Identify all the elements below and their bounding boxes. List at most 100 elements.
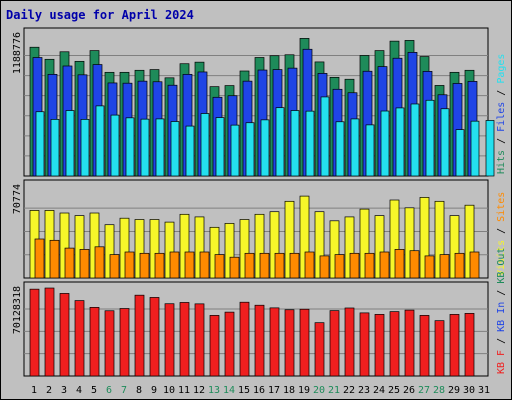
- bar-sites-day-2: [49, 239, 60, 279]
- x-tick-label-day-8: 8: [136, 385, 142, 396]
- bar-sites-day-27: [424, 255, 435, 279]
- x-tick-label-day-11: 11: [178, 385, 190, 396]
- bar-sites-day-3: [64, 247, 75, 279]
- x-tick-label-day-31: 31: [478, 385, 490, 396]
- bar-pages-day-4: [80, 119, 90, 177]
- bar-pages-day-26: [410, 103, 420, 177]
- bar-kb-f-day-9: [149, 297, 160, 377]
- legend-entry: /: [496, 222, 507, 240]
- bar-pages-day-9: [155, 118, 165, 177]
- bar-visits-day-29: [449, 215, 460, 279]
- bar-visits-day-11: [179, 213, 190, 279]
- bar-pages-day-29: [455, 129, 465, 177]
- bar-kb-f-day-12: [194, 303, 205, 377]
- bar-sites-day-28: [439, 254, 450, 279]
- bar-pages-day-13: [215, 117, 225, 177]
- bar-kb-f-day-24: [374, 314, 385, 377]
- x-tick-label-day-18: 18: [283, 385, 295, 396]
- bar-visits-day-30: [464, 204, 475, 279]
- bar-sites-day-22: [349, 252, 360, 279]
- x-tick-label-day-29: 29: [448, 385, 460, 396]
- bar-sites-day-7: [124, 251, 135, 279]
- bar-pages-day-2: [50, 119, 60, 177]
- bar-pages-day-1: [35, 111, 45, 177]
- bar-visits-day-8: [134, 219, 145, 279]
- bar-kb-f-day-27: [419, 315, 430, 377]
- x-tick-label-day-28: 28: [433, 385, 445, 396]
- bar-kb-f-day-30: [464, 313, 475, 377]
- bar-visits-day-19: [299, 195, 310, 279]
- bar-pages-day-7: [125, 117, 135, 177]
- bar-pages-day-30: [470, 120, 480, 177]
- x-tick-label-day-7: 7: [121, 385, 127, 396]
- bar-kb-f-day-22: [344, 307, 355, 377]
- bar-kb-f-day-11: [179, 302, 190, 377]
- legend-entry: KB Out: [496, 248, 507, 284]
- bar-kb-f-day-18: [284, 309, 295, 377]
- bar-kb-f-day-20: [314, 322, 325, 377]
- bar-pages-day-19: [305, 110, 315, 177]
- legend-entry: Pages: [496, 54, 507, 84]
- bar-kb-f-day-21: [329, 310, 340, 377]
- x-tick-label-day-15: 15: [238, 385, 250, 396]
- bar-sites-day-19: [304, 251, 315, 279]
- bar-sites-day-14: [229, 256, 240, 279]
- bar-visits-day-25: [389, 199, 400, 279]
- bar-kb-f-day-13: [209, 315, 220, 377]
- bar-visits-day-5: [89, 212, 100, 279]
- bar-kb-f-day-5: [89, 307, 100, 377]
- bar-sites-day-6: [109, 254, 120, 279]
- x-tick-label-day-5: 5: [91, 385, 97, 396]
- bar-sites-day-20: [319, 255, 330, 279]
- x-tick-label-day-1: 1: [31, 385, 37, 396]
- panel-2-legend: Visits / Sites: [496, 192, 507, 276]
- bar-sites-day-15: [244, 252, 255, 279]
- x-tick-label-day-17: 17: [268, 385, 280, 396]
- bar-visits-day-28: [434, 200, 445, 279]
- bar-kb-f-day-19: [299, 308, 310, 377]
- bar-visits-day-7: [119, 217, 130, 279]
- panel-1-legend: Hits / Files / Pages: [496, 54, 507, 174]
- bar-sites-day-5: [94, 246, 105, 279]
- bar-kb-f-day-6: [104, 310, 115, 377]
- bar-pages-day-8: [140, 118, 150, 177]
- x-tick-label-day-30: 30: [463, 385, 475, 396]
- x-tick-label-day-24: 24: [373, 385, 385, 396]
- bar-kb-f-day-4: [74, 300, 85, 377]
- bar-sites-day-4: [79, 249, 90, 279]
- bar-sites-day-18: [289, 252, 300, 279]
- bar-sites-day-29: [454, 252, 465, 279]
- bar-visits-day-4: [74, 215, 85, 279]
- x-tick-label-day-27: 27: [418, 385, 430, 396]
- panel-3-axis-max-label: 70128318: [12, 286, 23, 334]
- bar-kb-f-day-2: [44, 287, 55, 377]
- bar-visits-day-27: [419, 197, 430, 279]
- bar-visits-day-3: [59, 212, 70, 279]
- bar-sites-day-8: [139, 252, 150, 279]
- x-tick-label-day-25: 25: [388, 385, 400, 396]
- bar-visits-day-17: [269, 211, 280, 279]
- x-tick-label-day-3: 3: [61, 385, 67, 396]
- bar-pages-day-5: [95, 105, 105, 177]
- panel-1-axis-max-label: 1188776: [12, 32, 23, 74]
- legend-entry: Visits: [496, 240, 507, 276]
- bar-pages-day-27: [425, 99, 435, 177]
- bar-pages-day-14: [230, 124, 240, 177]
- bar-sites-day-1: [34, 238, 45, 279]
- bar-visits-day-20: [314, 211, 325, 279]
- bar-sites-day-13: [214, 254, 225, 279]
- bar-pages-day-6: [110, 114, 120, 177]
- bar-visits-day-23: [359, 208, 370, 279]
- bar-kb-f-day-17: [269, 307, 280, 377]
- bar-visits-day-12: [194, 216, 205, 279]
- legend-entry: Files: [496, 102, 507, 132]
- bar-kb-f-day-3: [59, 293, 70, 377]
- bar-pages-day-23: [365, 124, 375, 177]
- bar-sites-day-25: [394, 249, 405, 279]
- bar-sites-day-9: [154, 252, 165, 279]
- legend-entry: KB In: [496, 302, 507, 332]
- bar-kb-f-day-7: [119, 308, 130, 377]
- bar-kb-f-day-10: [164, 303, 175, 377]
- bar-pages-day-3: [65, 110, 75, 177]
- bar-pages-day-18: [290, 110, 300, 177]
